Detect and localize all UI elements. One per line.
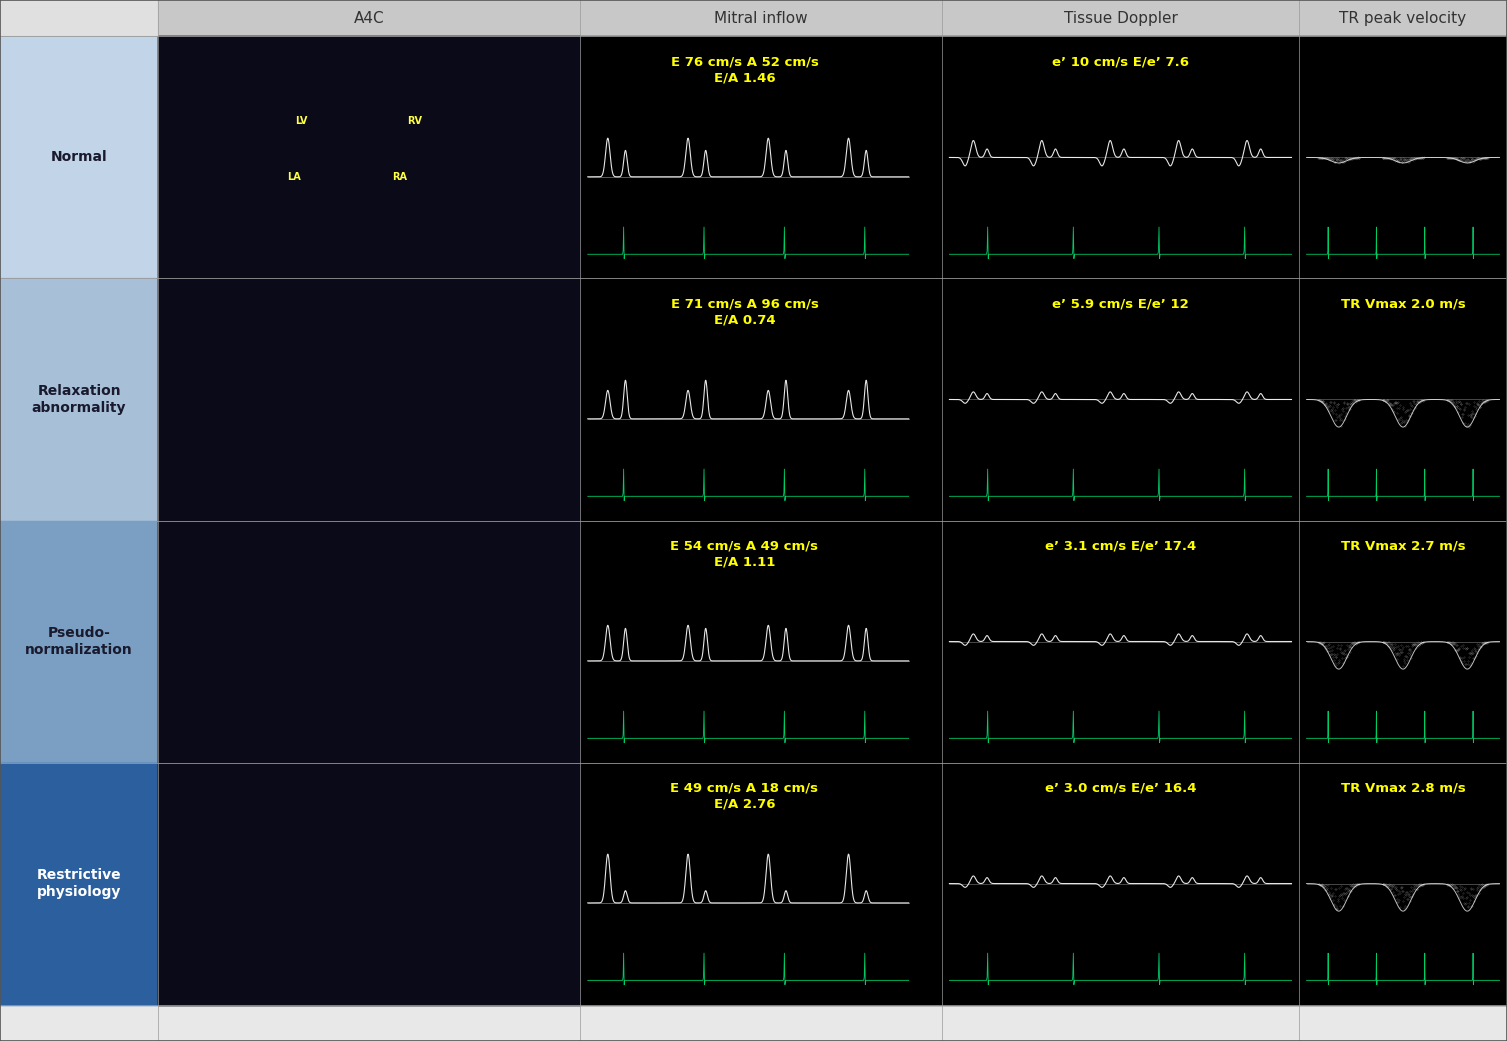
Bar bbox=[0, 762, 158, 1005]
Text: LV: LV bbox=[295, 117, 307, 126]
Bar bbox=[1299, 279, 1507, 520]
Text: TR peak velocity: TR peak velocity bbox=[1340, 10, 1466, 26]
Text: TR Vmax 2.0 m/s: TR Vmax 2.0 m/s bbox=[1341, 298, 1465, 311]
Bar bbox=[942, 36, 1299, 279]
Bar bbox=[158, 279, 580, 520]
Bar bbox=[158, 36, 580, 279]
Bar bbox=[1299, 520, 1507, 762]
Bar bbox=[1299, 762, 1507, 1005]
Bar bbox=[0, 36, 158, 279]
Bar bbox=[580, 520, 942, 762]
Bar bbox=[0, 520, 158, 762]
Bar bbox=[158, 520, 580, 762]
Text: TR Vmax 2.8 m/s: TR Vmax 2.8 m/s bbox=[1341, 782, 1465, 795]
Bar bbox=[158, 520, 580, 762]
Text: e’ 10 cm/s E/e’ 7.6: e’ 10 cm/s E/e’ 7.6 bbox=[1052, 56, 1189, 69]
Bar bbox=[1299, 36, 1507, 279]
Bar bbox=[158, 36, 580, 279]
Text: Mitral inflow: Mitral inflow bbox=[714, 10, 808, 26]
Bar bbox=[0, 0, 1507, 36]
Text: TR Vmax 2.7 m/s: TR Vmax 2.7 m/s bbox=[1341, 540, 1465, 553]
Bar bbox=[580, 762, 942, 1005]
Bar bbox=[580, 0, 942, 36]
Bar bbox=[158, 762, 580, 1005]
Text: RA: RA bbox=[392, 172, 407, 182]
Bar bbox=[942, 520, 1299, 762]
Text: E 71 cm/s A 96 cm/s
E/A 0.74: E 71 cm/s A 96 cm/s E/A 0.74 bbox=[671, 298, 818, 327]
Bar bbox=[942, 279, 1299, 520]
Text: E 49 cm/s A 18 cm/s
E/A 2.76: E 49 cm/s A 18 cm/s E/A 2.76 bbox=[671, 782, 818, 811]
Bar bbox=[0, 279, 158, 520]
Bar bbox=[1299, 0, 1507, 36]
Bar bbox=[158, 279, 580, 520]
Text: LA: LA bbox=[286, 172, 301, 182]
Text: A4C: A4C bbox=[354, 10, 384, 26]
Text: e’ 5.9 cm/s E/e’ 12: e’ 5.9 cm/s E/e’ 12 bbox=[1052, 298, 1189, 311]
Bar bbox=[942, 0, 1299, 36]
Text: Normal: Normal bbox=[51, 151, 107, 164]
Bar bbox=[942, 762, 1299, 1005]
Text: e’ 3.0 cm/s E/e’ 16.4: e’ 3.0 cm/s E/e’ 16.4 bbox=[1044, 782, 1197, 795]
Bar bbox=[580, 36, 942, 279]
Text: Pseudo-
normalization: Pseudo- normalization bbox=[26, 627, 133, 657]
Text: E 54 cm/s A 49 cm/s
E/A 1.11: E 54 cm/s A 49 cm/s E/A 1.11 bbox=[671, 540, 818, 568]
Bar bbox=[0, 0, 158, 36]
Text: Relaxation
abnormality: Relaxation abnormality bbox=[32, 384, 127, 414]
Text: Restrictive
physiology: Restrictive physiology bbox=[36, 868, 122, 898]
Bar bbox=[158, 0, 580, 36]
Bar bbox=[580, 279, 942, 520]
Bar bbox=[158, 762, 580, 1005]
Text: Tissue Doppler: Tissue Doppler bbox=[1064, 10, 1177, 26]
Text: RV: RV bbox=[407, 117, 422, 126]
Text: e’ 3.1 cm/s E/e’ 17.4: e’ 3.1 cm/s E/e’ 17.4 bbox=[1044, 540, 1197, 553]
Text: E 76 cm/s A 52 cm/s
E/A 1.46: E 76 cm/s A 52 cm/s E/A 1.46 bbox=[671, 56, 818, 84]
